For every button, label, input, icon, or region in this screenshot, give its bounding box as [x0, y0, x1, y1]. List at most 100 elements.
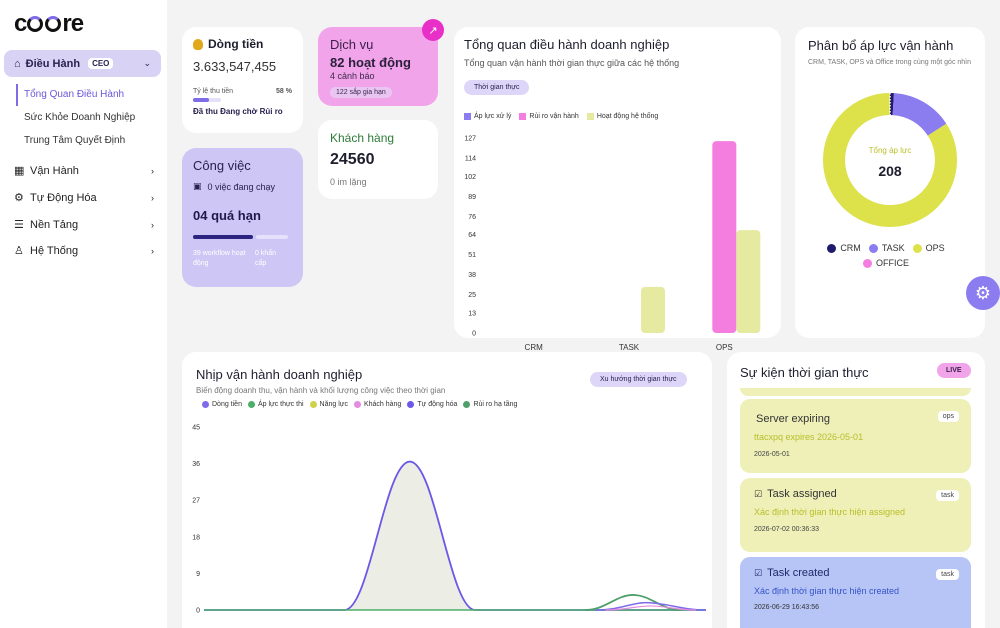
legend-swatch: [202, 401, 209, 408]
subnav-suc-khoe[interactable]: Sức Khỏe Doanh Nghiệp: [24, 112, 136, 123]
y-tick-label: 64: [468, 232, 476, 239]
cashflow-value: 3.633,547,455: [193, 59, 277, 74]
overview-card: Tổng quan điều hành doanh nghiệp Tổng qu…: [454, 27, 781, 352]
customer-card[interactable]: Khách hàng 24560 0 im lặng: [318, 120, 438, 199]
chevron-down-icon: ⌄: [143, 58, 151, 68]
active-indicator: [16, 84, 18, 106]
rhythm-card: Nhịp vận hành doanh nghiệp Biến động doa…: [182, 352, 712, 628]
open-link-button[interactable]: ↗: [422, 19, 444, 41]
line-legend-item[interactable]: Khách hàng: [353, 401, 402, 408]
user-icon: ♙: [14, 245, 24, 257]
donut-legend-item[interactable]: OFFICE: [863, 257, 909, 270]
line-legend-item[interactable]: Áp lực thực thi: [247, 401, 304, 408]
settings-button[interactable]: ⚙: [966, 276, 1000, 310]
legend-label: Tự động hóa: [417, 401, 458, 408]
legend-label: CRM: [840, 243, 861, 253]
y-tick-label: 27: [192, 498, 200, 505]
area-fill: [204, 461, 706, 610]
legend-swatch: [912, 244, 922, 253]
bar-legend-item[interactable]: Hoạt động hệ thống: [586, 113, 659, 120]
donut-legend-item[interactable]: TASK: [868, 242, 905, 255]
service-card[interactable]: Dịch vụ 82 hoạt động 4 cảnh báo 122 sắp …: [318, 27, 438, 106]
legend-swatch: [586, 113, 594, 120]
work-progress: [193, 235, 292, 239]
donut-center-label: Tổng áp lực: [868, 146, 912, 155]
live-badge: LIVE: [937, 363, 971, 378]
x-tick-label: CRM: [525, 343, 544, 352]
rate-label: Tỷ lệ thu tiền: [193, 88, 234, 95]
event-desc: ttacxpq expires 2026-05-01: [754, 432, 864, 442]
legend-label: TASK: [881, 243, 905, 253]
legend-swatch: [309, 401, 317, 408]
series-line: [605, 605, 696, 611]
sidebar-item-nen-tang[interactable]: ☰ Nền Tảng ›: [14, 218, 154, 232]
bar-chart: 0 13 25 38 51 64 76 89 102 114 127 CRM TASK OPS: [464, 136, 761, 352]
risk-text: Đã thu Đang chờ Rủi ro: [193, 107, 283, 116]
legend-swatch: [353, 401, 361, 408]
sidebar-item-tu-dong-hoa[interactable]: ⚙ Tự Động Hóa ›: [14, 191, 154, 205]
customer-value: 24560: [330, 151, 375, 168]
event-desc: Xác định thời gian thực hiện created: [754, 586, 900, 596]
donut-legend-item[interactable]: OPS: [912, 242, 945, 255]
rate-value: 58 %: [276, 88, 292, 95]
arrow-up-right-icon: ↗: [428, 24, 438, 37]
legend-swatch: [519, 113, 527, 120]
event-title: Task assigned: [767, 488, 837, 500]
service-title: Dịch vụ: [330, 37, 374, 52]
line-legend-item[interactable]: Rủi ro hạ tầng: [463, 401, 517, 408]
renewal-badge: 122 sắp gia hạn: [330, 87, 392, 98]
x-tick-label: TASK: [619, 343, 640, 352]
line-legend-item[interactable]: Dòng tiền: [202, 401, 242, 408]
work-progress-primary: [193, 235, 253, 239]
rhythm-title: Nhịp vận hành doanh nghiệp: [196, 367, 363, 382]
sidebar-item-he-thong[interactable]: ♙ Hệ Thống ›: [14, 244, 154, 258]
event-tag: task: [936, 569, 959, 580]
y-tick-label: 89: [468, 194, 476, 201]
y-tick-label: 36: [192, 461, 200, 468]
sidebar-item-van-hanh[interactable]: ▦ Vận Hành ›: [14, 164, 154, 178]
chevron-right-icon: ›: [151, 192, 154, 203]
bar-legend-item[interactable]: Áp lực xử lý: [464, 113, 511, 120]
line-legend-item[interactable]: Tự động hóa: [407, 401, 457, 408]
realtime-button[interactable]: Thời gian thực: [464, 80, 530, 95]
legend-label: Rủi ro hạ tầng: [473, 401, 518, 408]
event-tag: ops: [937, 411, 959, 422]
event-prev-edge: [740, 388, 971, 396]
y-tick-label: 102: [464, 174, 476, 181]
gear-icon: ⚙: [14, 192, 24, 204]
cashflow-title: Dòng tiền: [208, 37, 264, 51]
event-item[interactable]: ☑ Task assigned task Xác định thời gian …: [740, 478, 971, 552]
event-item[interactable]: Server expiring ops ttacxpq expires 2026…: [740, 399, 971, 473]
work-running: 0 việc đang chạy: [207, 181, 276, 192]
event-item[interactable]: ☑ Task created task Xác định thời gian t…: [740, 557, 971, 628]
y-tick-label: 76: [468, 214, 476, 221]
line-legend-item[interactable]: Năng lực: [309, 401, 348, 408]
legend-label: Dòng tiền: [212, 401, 242, 408]
work-progress-secondary: [256, 235, 288, 239]
bar-legend-item[interactable]: Rủi ro vận hành: [519, 113, 579, 120]
donut-legend-item[interactable]: CRM: [827, 242, 861, 255]
rhythm-subtitle: Biến động doanh thu, vận hành và khối lư…: [196, 386, 446, 395]
y-tick-label: 127: [464, 136, 476, 143]
donut-chart: [823, 93, 957, 227]
legend-label: Hoạt động hệ thống: [596, 113, 659, 120]
legend-label: Áp lực thực thi: [257, 401, 304, 408]
layers-icon: ☰: [14, 219, 24, 231]
subnav-trung-tam[interactable]: Trung Tâm Quyết Định: [24, 135, 126, 146]
line-legend: Dòng tiền Áp lực thực thi Năng lực Khách hà…: [202, 401, 523, 408]
pressure-subtitle: CRM, TASK, OPS và Office trong cùng một …: [808, 59, 972, 66]
legend-label: Khách hàng: [363, 401, 402, 408]
work-card[interactable]: Công việc ▣ 0 việc đang chạy 04 quá hạn …: [182, 148, 303, 287]
cashflow-card[interactable]: Dòng tiền 3.633,547,455 Tỷ lệ thu tiền 5…: [182, 27, 303, 133]
checkbox-icon: ☑: [754, 567, 763, 578]
donut-legend: CRM TASK OPS OFFICE: [815, 242, 965, 272]
trend-button[interactable]: Xu hướng thời gian thực: [590, 372, 687, 387]
brand-logo[interactable]: c re: [14, 10, 84, 37]
legend-swatch: [464, 113, 471, 120]
subnav-tong-quan[interactable]: Tổng Quan Điều Hành: [24, 89, 125, 100]
legend-label: OPS: [925, 243, 945, 253]
y-tick-label: 25: [468, 292, 476, 299]
nav-dieu-hanh[interactable]: ⌂ Điều Hành CEO ⌄: [4, 50, 161, 77]
pressure-title: Phân bổ áp lực vận hành: [808, 38, 954, 53]
event-time: 2026-05-01: [754, 451, 790, 458]
